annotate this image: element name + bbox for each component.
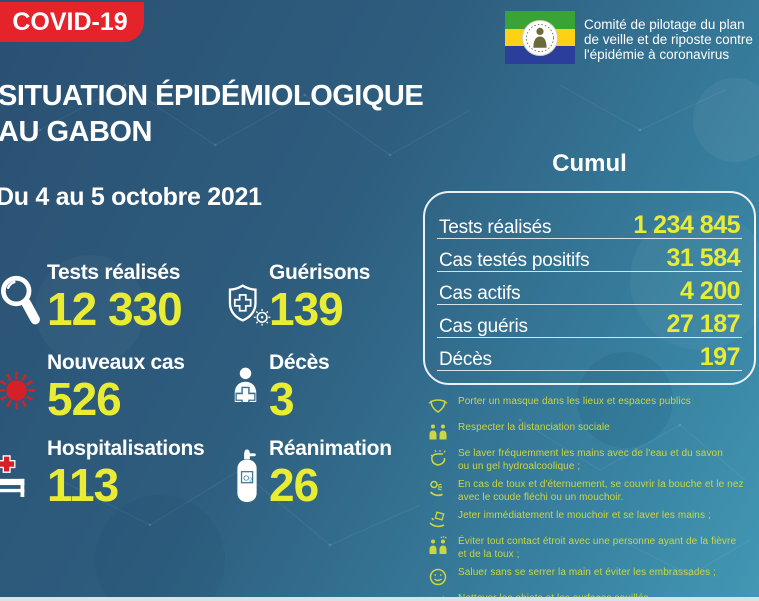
cumul-row-deces: Décès 197 (437, 338, 742, 371)
covid-19-badge: COVID-19 (0, 2, 144, 42)
stat-label: Tests réalisés (47, 261, 181, 284)
cumul-title: Cumul (552, 150, 627, 177)
guideline-text: Saluer sans se serrer la main et éviter … (458, 567, 717, 578)
hospital-bed-icon (0, 454, 31, 503)
stat-guerisons: Guérisons 139 (228, 261, 371, 335)
prevention-guidelines: Porter un masque dans les lieux et espac… (428, 396, 758, 601)
hand-wash-icon (428, 448, 449, 468)
cumul-row-cas-testes-positifs: Cas testés positifs 31 584 (437, 239, 742, 272)
stat-hospitalisations: Hospitalisations 113 (0, 437, 205, 511)
committee-text: Comité de pilotage du plan de veille et … (584, 11, 753, 64)
stat-label: Nouveaux cas (47, 351, 185, 374)
title-line-2: AU GABON (0, 116, 152, 149)
stat-label: Hospitalisations (47, 437, 205, 460)
cumul-row-label: Tests réalisés (439, 217, 552, 238)
stat-value: 12 330 (47, 283, 183, 335)
guideline-text: Jeter immédiatement le mouchoir et se la… (458, 510, 711, 521)
gabon-emblem-icon (522, 19, 558, 56)
cumul-row-label: Décès (439, 349, 492, 370)
cumul-row-label: Cas actifs (439, 283, 521, 304)
title-line-1: SITUATION ÉPIDÉMIOLOGIQUE (0, 80, 424, 112)
stat-tests-realises: Tests réalisés 12 330 (1, 261, 183, 335)
report-period: Du 4 au 5 octobre 2021 (0, 183, 262, 211)
cumul-row-value: 4 200 (679, 277, 741, 305)
stat-deces: Décès 3 (234, 351, 330, 425)
throw-tissue-icon (428, 510, 449, 530)
stat-value: 526 (47, 373, 122, 425)
stat-label: Guérisons (269, 261, 371, 284)
stat-nouveaux-cas: Nouveaux cas 526 (0, 351, 185, 425)
stat-label: Décès (269, 351, 330, 374)
guideline-item: Porter un masque dans les lieux et espac… (428, 396, 758, 416)
guideline-item: En cas de toux et d'éternuement, se couv… (428, 479, 758, 504)
guideline-item: Saluer sans se serrer la main et éviter … (428, 567, 758, 587)
stat-value: 26 (269, 459, 319, 511)
bottom-strip (0, 597, 759, 601)
cumul-row-value: 197 (699, 343, 741, 371)
cumul-row-label: Cas testés positifs (439, 250, 590, 271)
person-cross-icon (231, 367, 260, 407)
committee-block: Comité de pilotage du plan de veille et … (505, 11, 753, 65)
cumul-row-label: Cas guéris (439, 316, 528, 337)
stat-value: 113 (47, 459, 119, 511)
svg-text:O2: O2 (243, 473, 252, 483)
guideline-item: Éviter tout contact étroit avec une pers… (428, 536, 758, 561)
guideline-item: Se laver fréquemment les mains avec de l… (428, 448, 758, 473)
stat-value: 3 (269, 373, 295, 425)
magnifier-icon (0, 273, 42, 335)
covid-19-badge-label: COVID-19 (12, 7, 128, 36)
committee-line-3: l'épidémie à coronavirus (584, 46, 730, 62)
cumul-row-value: 1 234 845 (633, 211, 740, 239)
guideline-item: Jeter immédiatement le mouchoir et se la… (428, 510, 758, 530)
guideline-text: Se laver fréquemment les mains avec de l… (458, 448, 723, 472)
virus-icon (0, 369, 38, 417)
cumul-row-cas-gueris: Cas guéris 27 187 (437, 305, 742, 338)
mask-icon (428, 396, 449, 416)
gabon-flag-logo (505, 11, 575, 65)
committee-line-2: de veille et de riposte contre (584, 31, 753, 47)
page-title: SITUATION ÉPIDÉMIOLOGIQUE AU GABON (0, 78, 424, 151)
committee-line-1: Comité de pilotage du plan (584, 17, 745, 32)
oxygen-tank-icon: O2 (235, 449, 260, 508)
cumul-row-value: 31 584 (666, 244, 741, 272)
stat-label: Réanimation (269, 437, 392, 460)
guideline-text: Respecter la distanciation sociale (458, 422, 610, 433)
guideline-text: Éviter tout contact étroit avec une pers… (458, 536, 737, 560)
cumul-table: Tests réalisés 1 234 845 Cas testés posi… (423, 191, 756, 385)
social-distance-icon (428, 422, 449, 442)
guideline-text: En cas de toux et d'éternuement, se couv… (458, 479, 744, 503)
cumul-row-cas-actifs: Cas actifs 4 200 (437, 272, 742, 305)
stat-value: 139 (269, 283, 344, 335)
cumul-row-value: 27 187 (666, 310, 741, 338)
sneeze-elbow-icon (428, 479, 449, 499)
greeting-icon (428, 567, 449, 587)
guideline-text: Porter un masque dans les lieux et espac… (458, 396, 691, 407)
guideline-item: Respecter la distanciation sociale (428, 422, 758, 442)
cumul-row-tests-realises: Tests réalisés 1 234 845 (437, 206, 742, 239)
shield-cross-virus-icon (225, 283, 272, 332)
stat-reanimation: O2 Réanimation 26 (237, 437, 392, 511)
avoid-contact-icon (428, 536, 449, 556)
